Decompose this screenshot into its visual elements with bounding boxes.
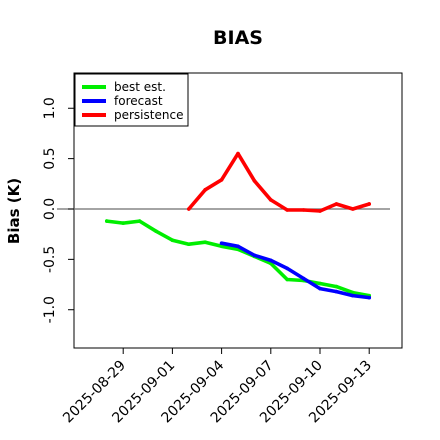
series-line-forecast	[219, 241, 372, 300]
data-point	[105, 219, 109, 223]
data-point	[236, 244, 240, 249]
legend-label: persistence	[114, 108, 183, 122]
data-point	[301, 208, 306, 212]
data-point	[137, 219, 142, 223]
y-tick-label: 0.0	[42, 198, 58, 220]
data-point	[154, 229, 158, 233]
data-point	[318, 286, 322, 291]
data-point	[351, 293, 355, 298]
y-tick-label: -0.5	[42, 246, 58, 273]
series-layer	[105, 151, 372, 300]
data-point	[219, 244, 224, 249]
y-tick-label: 0.5	[42, 147, 58, 169]
y-tick-label: 1.0	[42, 97, 58, 119]
data-point	[367, 295, 372, 300]
data-point	[203, 188, 207, 192]
data-point	[187, 242, 191, 247]
data-point	[351, 290, 355, 295]
data-point	[285, 266, 290, 271]
y-axis-label: Bias (K)	[5, 178, 23, 244]
data-point	[334, 289, 339, 294]
data-point	[334, 284, 339, 289]
data-point	[285, 277, 290, 282]
data-point	[367, 202, 372, 206]
legend-label: best est.	[114, 80, 166, 94]
data-point	[170, 238, 175, 243]
data-point	[269, 198, 273, 202]
data-point	[219, 241, 224, 246]
y-axis-ticks: -1.0 -0.5 0.0 0.5 1.0	[42, 97, 74, 323]
y-tick-label: -1.0	[42, 296, 58, 323]
chart-title: BIAS	[213, 27, 263, 49]
data-point	[236, 151, 240, 156]
data-point	[351, 207, 355, 211]
data-point	[252, 253, 257, 258]
data-point	[301, 276, 306, 281]
data-point	[318, 209, 322, 213]
data-point	[187, 207, 191, 211]
data-point	[252, 178, 257, 183]
data-point	[285, 208, 290, 212]
data-point	[121, 221, 125, 225]
data-point	[269, 258, 273, 263]
data-point	[203, 240, 207, 245]
data-point	[219, 177, 224, 182]
x-axis-ticks: 2025-08-292025-09-012025-09-042025-09-07…	[60, 348, 375, 426]
data-point	[318, 281, 322, 286]
legend-label: forecast	[114, 94, 163, 108]
data-point	[334, 202, 339, 206]
series-line-persistence	[187, 151, 372, 213]
